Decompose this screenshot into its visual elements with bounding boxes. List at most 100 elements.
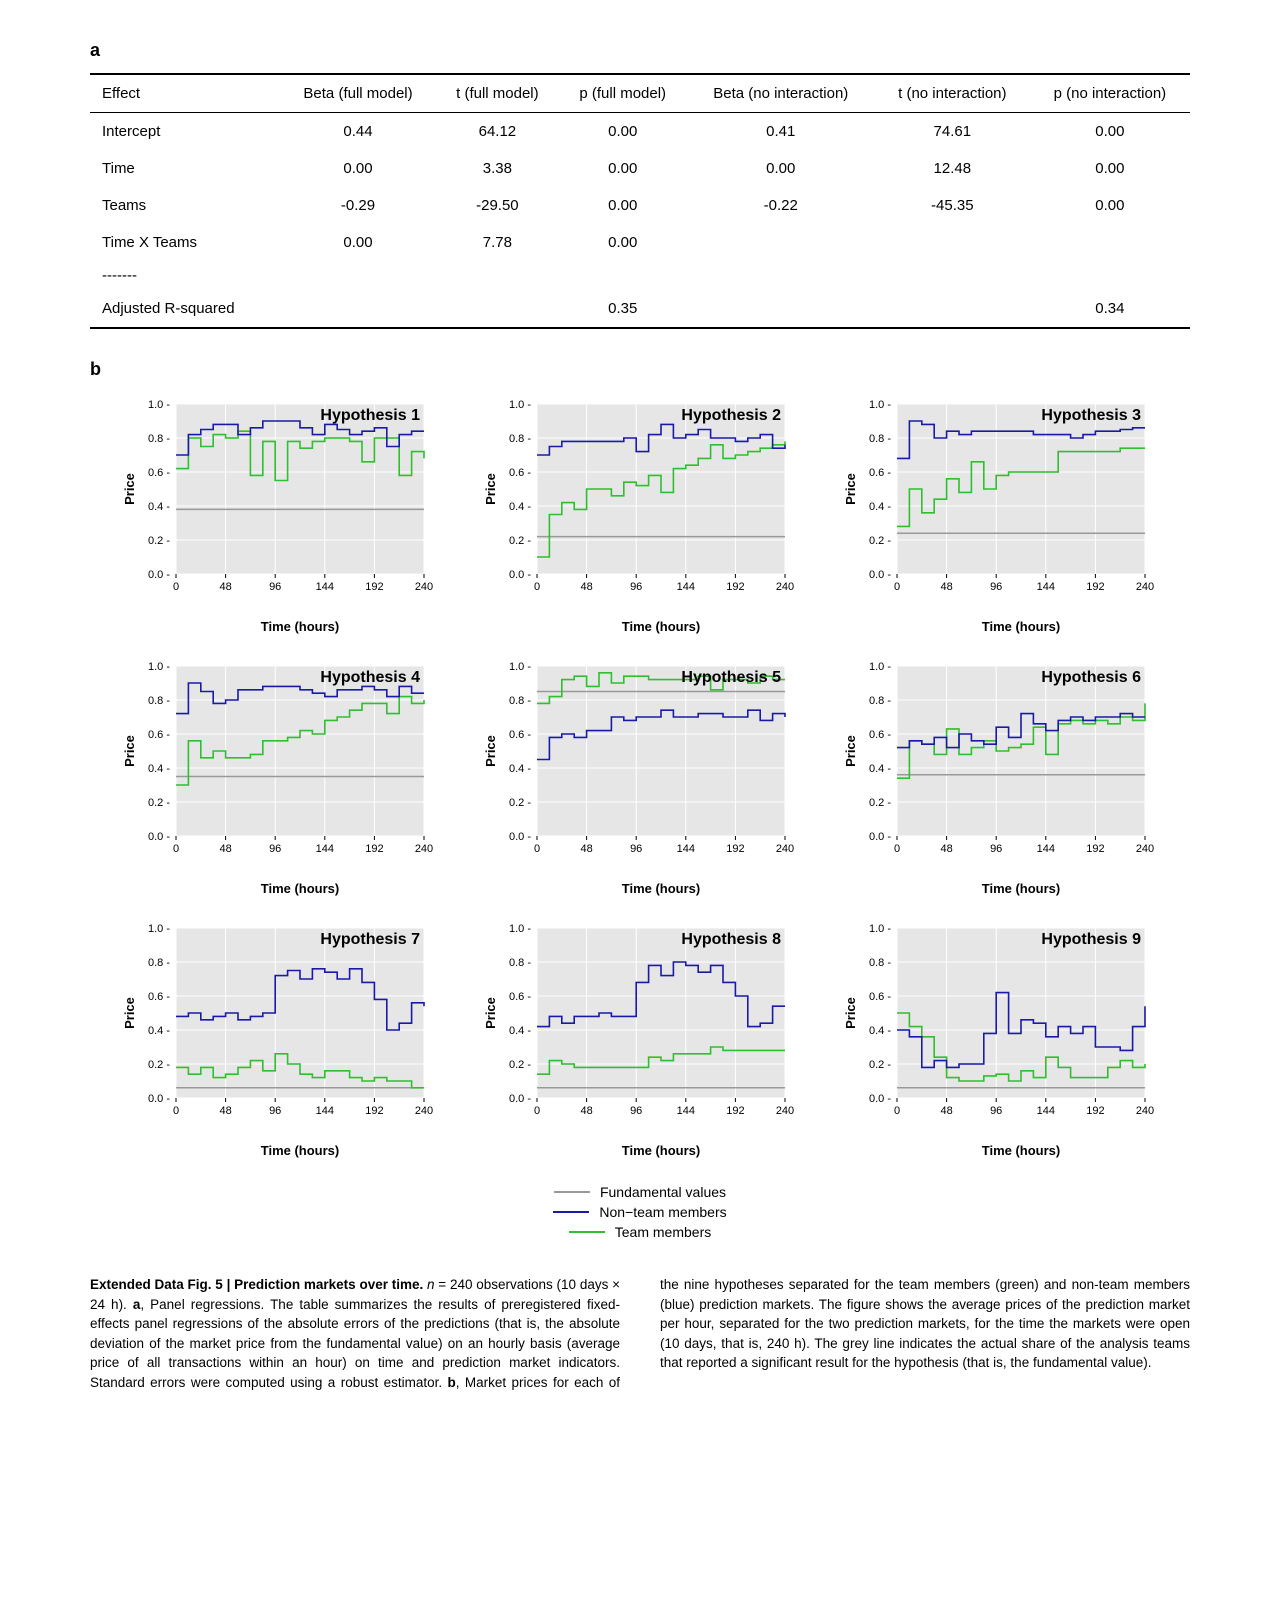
svg-text:0.4 -: 0.4 -	[869, 763, 891, 775]
legend-swatch	[554, 1191, 590, 1193]
legend-swatch	[569, 1231, 605, 1233]
cell: -29.50	[436, 187, 559, 224]
svg-text:1.0 -: 1.0 -	[509, 399, 531, 411]
svg-text:1.0 -: 1.0 -	[869, 399, 891, 411]
svg-text:96: 96	[990, 843, 1002, 855]
svg-text:48: 48	[219, 581, 231, 593]
svg-text:1.0 -: 1.0 -	[148, 923, 170, 935]
col-h: t (full model)	[436, 74, 559, 113]
svg-text:144: 144	[1037, 843, 1055, 855]
svg-text:240: 240	[775, 843, 793, 855]
cell: 3.38	[436, 150, 559, 187]
svg-text:Price: Price	[483, 997, 498, 1029]
svg-text:0.2 -: 0.2 -	[869, 535, 891, 547]
table-row: Intercept0.4464.120.000.4174.610.00	[90, 113, 1190, 151]
svg-text:Time (hours): Time (hours)	[982, 1143, 1061, 1158]
svg-text:96: 96	[630, 843, 642, 855]
col-h: t (no interaction)	[875, 74, 1030, 113]
svg-text:240: 240	[1136, 581, 1154, 593]
svg-text:1.0 -: 1.0 -	[509, 923, 531, 935]
svg-text:0: 0	[534, 1105, 540, 1117]
svg-text:0.6 -: 0.6 -	[869, 991, 891, 1003]
cell	[875, 290, 1030, 328]
cell: 74.61	[875, 113, 1030, 151]
svg-text:Hypothesis 1: Hypothesis 1	[320, 407, 420, 424]
svg-text:0.0 -: 0.0 -	[509, 1093, 531, 1105]
svg-text:0.0 -: 0.0 -	[148, 831, 170, 843]
svg-text:192: 192	[726, 843, 744, 855]
col-h: Beta (no interaction)	[687, 74, 875, 113]
chart-panel: 0.0 -0.2 -0.4 -0.6 -0.8 -1.0 -0489614419…	[481, 654, 830, 904]
svg-text:0.0 -: 0.0 -	[509, 831, 531, 843]
svg-text:1.0 -: 1.0 -	[148, 399, 170, 411]
legend-item: Fundamental values	[90, 1184, 1190, 1200]
col-h: p (no interaction)	[1030, 74, 1190, 113]
cell	[280, 290, 436, 328]
svg-text:0.0 -: 0.0 -	[148, 1093, 170, 1105]
svg-text:48: 48	[219, 843, 231, 855]
chart-svg: 0.0 -0.2 -0.4 -0.6 -0.8 -1.0 -0489614419…	[841, 654, 1161, 899]
cell: 12.48	[875, 150, 1030, 187]
cell: 0.00	[559, 113, 687, 151]
svg-text:Hypothesis 9: Hypothesis 9	[1042, 931, 1142, 948]
cell: 0.35	[559, 290, 687, 328]
svg-text:Time (hours): Time (hours)	[261, 619, 340, 634]
chart-panel: 0.0 -0.2 -0.4 -0.6 -0.8 -1.0 -0489614419…	[481, 392, 830, 642]
cell: Time	[90, 150, 280, 187]
svg-text:Price: Price	[122, 473, 137, 505]
svg-text:Price: Price	[843, 735, 858, 767]
svg-text:0.8 -: 0.8 -	[869, 695, 891, 707]
svg-text:0: 0	[173, 843, 179, 855]
cell: 0.00	[559, 187, 687, 224]
cell: 0.00	[1030, 187, 1190, 224]
svg-text:0.0 -: 0.0 -	[869, 1093, 891, 1105]
svg-text:192: 192	[726, 581, 744, 593]
svg-text:Time (hours): Time (hours)	[621, 619, 700, 634]
svg-text:Hypothesis 8: Hypothesis 8	[681, 931, 781, 948]
svg-text:Time (hours): Time (hours)	[261, 881, 340, 896]
svg-text:0.2 -: 0.2 -	[148, 535, 170, 547]
svg-text:48: 48	[941, 581, 953, 593]
svg-text:96: 96	[630, 581, 642, 593]
svg-text:0.8 -: 0.8 -	[148, 433, 170, 445]
svg-text:240: 240	[415, 1105, 433, 1117]
chart-panel: 0.0 -0.2 -0.4 -0.6 -0.8 -1.0 -0489614419…	[841, 916, 1190, 1166]
legend-label: Team members	[615, 1224, 711, 1240]
svg-text:0.4 -: 0.4 -	[148, 501, 170, 513]
svg-text:0.8 -: 0.8 -	[509, 957, 531, 969]
svg-text:Hypothesis 4: Hypothesis 4	[320, 669, 420, 686]
svg-text:Hypothesis 3: Hypothesis 3	[1042, 407, 1142, 424]
svg-text:0.8 -: 0.8 -	[869, 433, 891, 445]
svg-text:192: 192	[1087, 843, 1105, 855]
cell	[687, 290, 875, 328]
chart-panel: 0.0 -0.2 -0.4 -0.6 -0.8 -1.0 -0489614419…	[120, 916, 469, 1166]
chart-panel: 0.0 -0.2 -0.4 -0.6 -0.8 -1.0 -0489614419…	[120, 392, 469, 642]
legend-label: Fundamental values	[600, 1184, 726, 1200]
svg-text:0.4 -: 0.4 -	[869, 1025, 891, 1037]
svg-text:240: 240	[775, 581, 793, 593]
chart-svg: 0.0 -0.2 -0.4 -0.6 -0.8 -1.0 -0489614419…	[120, 654, 440, 899]
svg-text:48: 48	[941, 1105, 953, 1117]
svg-text:0: 0	[894, 581, 900, 593]
panel-b-label: b	[90, 359, 1190, 380]
svg-text:0: 0	[534, 843, 540, 855]
svg-text:240: 240	[775, 1105, 793, 1117]
svg-text:0: 0	[173, 1105, 179, 1117]
svg-text:144: 144	[1037, 581, 1055, 593]
cell: 0.00	[559, 150, 687, 187]
legend: Fundamental values Non−team members Team…	[90, 1184, 1190, 1240]
svg-text:192: 192	[365, 581, 383, 593]
legend-swatch	[553, 1211, 589, 1213]
svg-text:240: 240	[415, 843, 433, 855]
svg-text:0.4 -: 0.4 -	[148, 1025, 170, 1037]
svg-text:0.6 -: 0.6 -	[148, 467, 170, 479]
svg-text:0.4 -: 0.4 -	[509, 1025, 531, 1037]
svg-text:0.6 -: 0.6 -	[509, 991, 531, 1003]
svg-text:48: 48	[219, 1105, 231, 1117]
svg-text:0.4 -: 0.4 -	[509, 763, 531, 775]
chart-svg: 0.0 -0.2 -0.4 -0.6 -0.8 -1.0 -0489614419…	[481, 916, 801, 1161]
svg-text:96: 96	[269, 843, 281, 855]
svg-text:1.0 -: 1.0 -	[869, 661, 891, 673]
svg-text:0.4 -: 0.4 -	[869, 501, 891, 513]
svg-text:0: 0	[173, 581, 179, 593]
